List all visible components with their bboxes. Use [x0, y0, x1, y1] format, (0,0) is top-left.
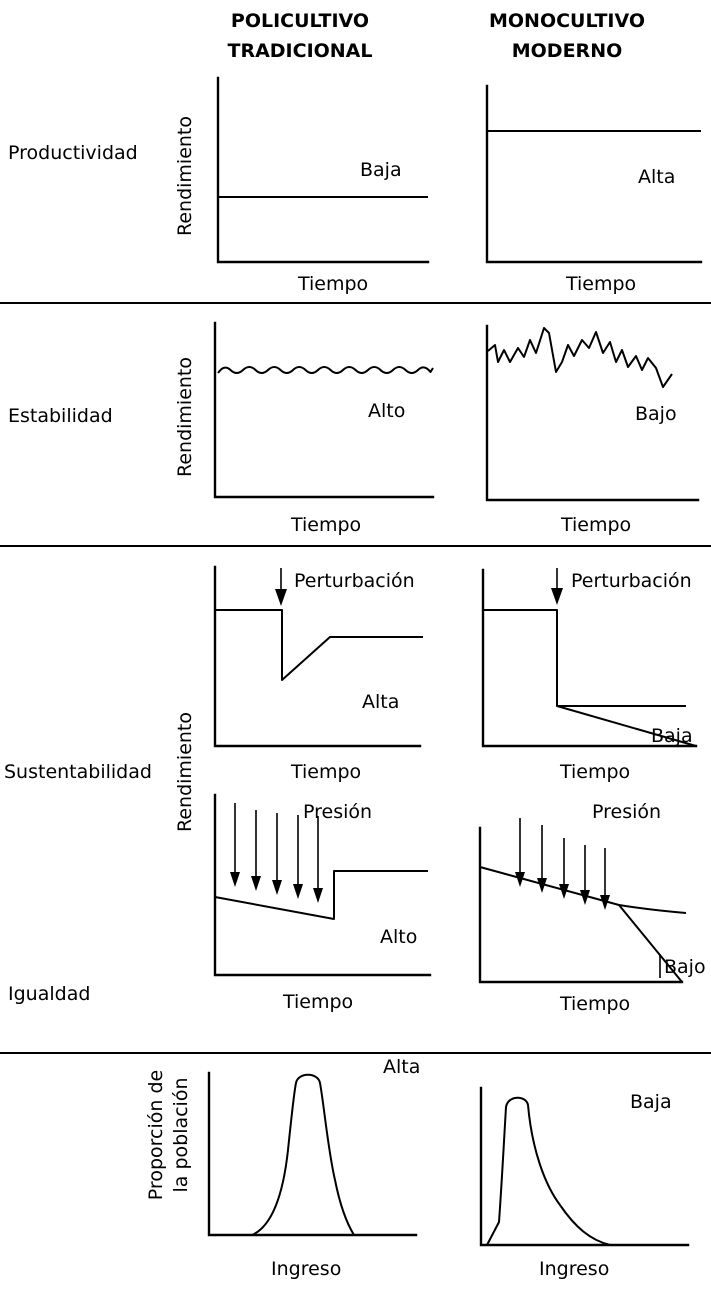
yield-line-continuation	[618, 904, 687, 914]
y-axis-label-sustainability: Rendimiento	[174, 712, 196, 832]
x-axis-label: Tiempo	[565, 273, 636, 295]
label-bajo: Bajo	[664, 956, 706, 978]
x-axis-label: Tiempo	[559, 993, 630, 1015]
y-axis-label: Rendimiento	[174, 357, 196, 477]
yield-wave	[217, 366, 434, 374]
x-axis-label: Tiempo	[297, 273, 368, 295]
pressure-arrows	[515, 818, 610, 910]
label-alto: Alto	[368, 400, 405, 422]
chart-equality-traditional: Alta Ingreso Proporción de la población	[145, 1056, 420, 1280]
axes	[207, 1071, 418, 1237]
arrow-head-icon	[275, 589, 287, 606]
header-modern-line2: MODERNO	[512, 40, 623, 62]
yield-fluctuation	[487, 327, 673, 388]
label-presion: Presión	[303, 801, 372, 823]
chart-stability-modern: Bajo Tiempo	[485, 324, 700, 536]
row-label-productivity: Productividad	[8, 142, 138, 164]
x-axis-label: Tiempo	[559, 761, 630, 783]
income-distribution-curve	[486, 1096, 611, 1246]
y-axis-label: Rendimiento	[174, 116, 196, 236]
row-label-sustainability: Sustentabilidad	[4, 761, 152, 783]
yield-line-collapse	[479, 866, 683, 983]
label-baja: Baja	[360, 159, 402, 181]
label-presion: Presión	[592, 801, 661, 823]
label-baja: Baja	[630, 1091, 672, 1113]
axes	[485, 324, 700, 502]
yield-line-lower	[556, 705, 697, 747]
pressure-arrows	[230, 803, 323, 903]
chart-pressure-modern: Presión Bajo Tiempo	[478, 801, 706, 1015]
yield-line	[215, 609, 423, 681]
label-perturbacion: Perturbación	[294, 570, 415, 592]
yield-line-upper	[483, 609, 686, 707]
chart-disturbance-traditional: Perturbación Alta Tiempo	[213, 565, 423, 783]
label-baja: Baja	[651, 725, 693, 747]
yield-line	[214, 870, 428, 920]
x-axis-label: Ingreso	[271, 1258, 341, 1280]
label-perturbacion: Perturbación	[571, 570, 692, 592]
header-modern-line1: MONOCULTIVO	[489, 10, 645, 32]
row-label-equality: Igualdad	[8, 983, 90, 1005]
chart-stability-traditional: Alto Tiempo Rendimiento	[174, 321, 435, 536]
axes	[485, 84, 703, 264]
label-alta: Alta	[638, 166, 675, 188]
label-bajo: Bajo	[635, 403, 677, 425]
header-traditional-line2: TRADICIONAL	[227, 40, 372, 62]
axes	[213, 321, 435, 499]
income-distribution-curve	[251, 1073, 355, 1236]
chart-productivity-traditional: Baja Tiempo Rendimiento	[174, 76, 430, 295]
chart-equality-modern: Baja Ingreso	[479, 1086, 690, 1280]
chart-productivity-modern: Alta Tiempo	[485, 84, 703, 295]
row-label-stability: Estabilidad	[8, 405, 113, 427]
axes	[213, 793, 432, 977]
axes	[478, 826, 684, 984]
x-axis-label: Ingreso	[539, 1258, 609, 1280]
label-alto: Alto	[380, 926, 417, 948]
label-alta: Alta	[362, 691, 399, 713]
x-axis-label: Tiempo	[282, 991, 353, 1013]
x-axis-label: Tiempo	[560, 514, 631, 536]
header-traditional-line1: POLICULTIVO	[231, 10, 369, 32]
label-alta: Alta	[383, 1056, 420, 1078]
axes	[479, 1086, 690, 1247]
y-axis-label-line1: Proporción de	[145, 1070, 167, 1200]
chart-pressure-traditional: Presión Alto Tiempo	[213, 793, 432, 1013]
x-axis-label: Tiempo	[290, 514, 361, 536]
axes	[216, 76, 430, 264]
chart-disturbance-modern: Perturbación Baja Tiempo	[481, 568, 698, 783]
y-axis-label-line2: la población	[170, 1077, 192, 1192]
axes	[481, 568, 698, 748]
axes	[213, 565, 422, 748]
arrow-head-icon	[551, 588, 563, 605]
x-axis-label: Tiempo	[290, 761, 361, 783]
